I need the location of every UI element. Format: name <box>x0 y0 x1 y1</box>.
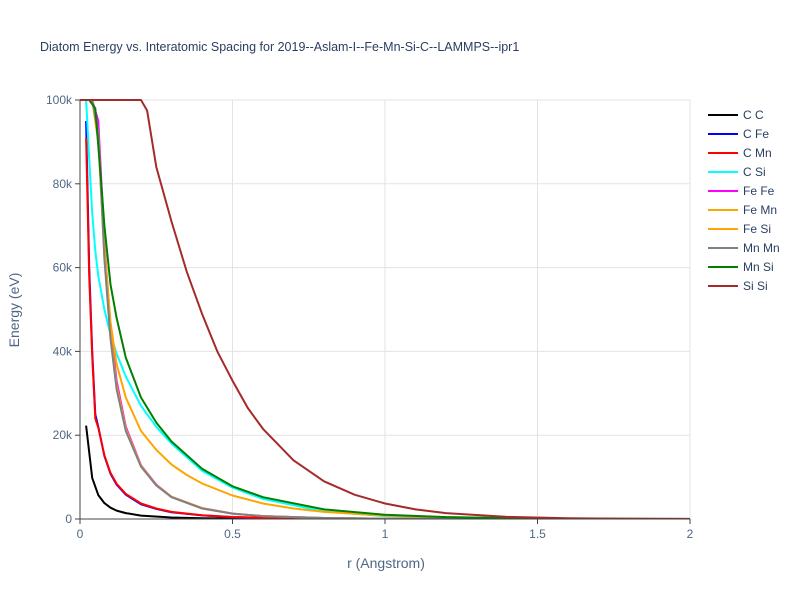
legend-item-fe-mn[interactable]: Fe Mn <box>708 203 777 217</box>
y-tick-label: 20k <box>53 428 73 442</box>
x-tick-label: 2 <box>687 527 694 541</box>
series-line-c-mn <box>85 137 690 519</box>
series-line-mn-mn <box>91 99 690 519</box>
legend-label: Fe Mn <box>743 203 777 217</box>
y-axis-title: Energy (eV) <box>6 273 22 348</box>
legend-label: Mn Mn <box>743 241 780 255</box>
legend-label: Fe Fe <box>743 184 775 198</box>
legend[interactable]: C C C Fe C Mn C Si Fe Fe Fe Mn Fe Si Mn Mn Mn Si… <box>708 108 780 293</box>
x-tick-label: 0.5 <box>224 527 241 541</box>
legend-item-c-mn[interactable]: C Mn <box>708 146 772 160</box>
y-tick-label: 40k <box>53 344 73 358</box>
legend-label: C Si <box>743 165 766 179</box>
legend-item-si-si[interactable]: Si Si <box>708 279 768 293</box>
legend-label: Fe Si <box>743 222 771 236</box>
legend-label: C C <box>743 108 764 122</box>
chart-title: Diatom Energy vs. Interatomic Spacing fo… <box>40 40 519 54</box>
y-tick-label: 60k <box>53 261 73 275</box>
legend-label: Si Si <box>743 279 768 293</box>
legend-label: C Fe <box>743 127 769 141</box>
legend-label: C Mn <box>743 146 772 160</box>
x-tick-label: 0 <box>77 527 84 541</box>
legend-item-c-fe[interactable]: C Fe <box>708 127 769 141</box>
legend-item-mn-mn[interactable]: Mn Mn <box>708 241 780 255</box>
gridlines <box>80 99 691 519</box>
x-axis-title: r (Angstrom) <box>347 555 425 571</box>
series-line-mn-si <box>88 99 690 519</box>
x-tick-label: 1.5 <box>529 527 546 541</box>
legend-item-fe-si[interactable]: Fe Si <box>708 222 771 236</box>
legend-item-mn-si[interactable]: Mn Si <box>708 260 774 274</box>
legend-item-c-c[interactable]: C C <box>708 108 764 122</box>
plot-area <box>80 99 690 519</box>
y-tick-label: 0 <box>65 512 72 526</box>
y-tick-label: 100k <box>46 93 73 107</box>
legend-item-c-si[interactable]: C Si <box>708 165 766 179</box>
y-tick-label: 80k <box>53 177 73 191</box>
x-tick-label: 1 <box>382 527 389 541</box>
axes: 0 0.5 1 1.5 2 0 20k 40k 60k 80k 100k <box>46 93 694 541</box>
series-line-si-si <box>80 99 690 519</box>
legend-label: Mn Si <box>743 260 774 274</box>
legend-item-fe-fe[interactable]: Fe Fe <box>708 184 775 198</box>
